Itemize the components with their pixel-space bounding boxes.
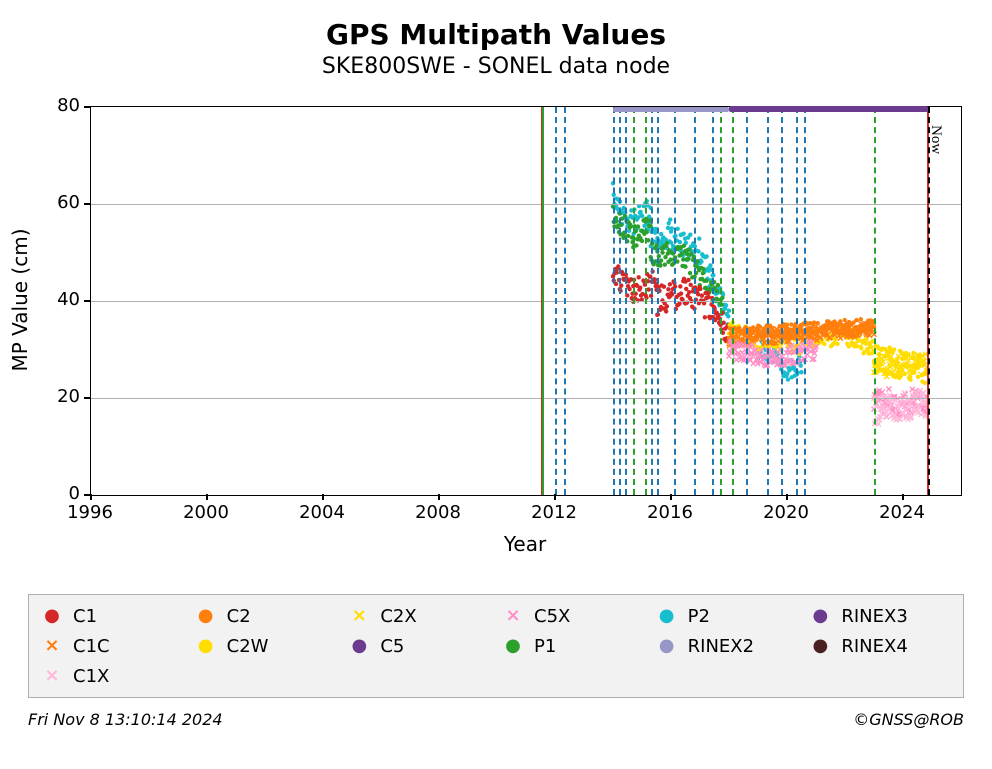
legend-item-c2x: × C2X — [344, 601, 494, 631]
legend-marker-icon: ● — [191, 637, 221, 655]
legend-item-rinex2: ● RINEX2 — [652, 631, 802, 661]
legend-marker-icon: × — [37, 637, 67, 655]
event-vline — [694, 107, 696, 495]
x-tick-label: 2020 — [763, 502, 809, 523]
event-vline — [564, 107, 566, 495]
legend-marker-icon: ● — [805, 607, 835, 625]
event-vline — [674, 107, 676, 495]
x-tick-label: 2016 — [647, 502, 693, 523]
event-vline — [746, 107, 748, 495]
legend-marker-icon: × — [498, 607, 528, 625]
legend-item-c2w: ● C2W — [191, 631, 341, 661]
legend-item-c1: ● C1 — [37, 601, 187, 631]
y-tick-label: 20 — [50, 386, 80, 407]
event-vline — [796, 107, 798, 495]
legend-marker-icon: ● — [805, 637, 835, 655]
legend-label: C2 — [227, 606, 251, 627]
event-vline — [720, 107, 722, 495]
legend-label: C2W — [227, 636, 269, 657]
legend-marker-icon: ● — [652, 607, 682, 625]
legend-label: P1 — [534, 636, 556, 657]
event-vline — [804, 107, 806, 495]
x-tick-label: 2008 — [415, 502, 461, 523]
rinex-availability-band — [729, 106, 928, 112]
legend-item-c2: ● C2 — [191, 601, 341, 631]
legend-label: RINEX3 — [841, 606, 907, 627]
legend-label: RINEX2 — [688, 636, 754, 657]
x-tick-label: 1996 — [67, 502, 113, 523]
legend-marker-icon: ● — [498, 637, 528, 655]
event-vline — [619, 107, 621, 495]
event-vline — [781, 107, 783, 495]
event-vline — [712, 107, 714, 495]
event-vline — [625, 107, 627, 495]
legend-item-c1c: × C1C — [37, 631, 187, 661]
y-axis-label: MP Value (cm) — [8, 220, 32, 380]
event-vline — [657, 107, 659, 495]
event-vline — [542, 107, 544, 495]
event-vline — [928, 107, 930, 495]
legend-label: C1X — [73, 666, 109, 687]
legend: ● C1 ● C2 × C2X × C5X ● P2 ● RINEX3 × C1C ● C2W ● C5 ● P1 ● R… — [28, 594, 964, 698]
legend-label: RINEX4 — [841, 636, 907, 657]
x-axis-label: Year — [90, 532, 960, 556]
legend-label: C2X — [380, 606, 416, 627]
y-tick-label: 80 — [50, 95, 80, 116]
x-tick-label: 2000 — [183, 502, 229, 523]
event-vline — [633, 107, 635, 495]
legend-label: C5 — [380, 636, 404, 657]
y-tick-label: 0 — [50, 483, 80, 504]
y-tick-label: 40 — [50, 289, 80, 310]
now-label: Now — [927, 125, 944, 154]
legend-item-c5x: × C5X — [498, 601, 648, 631]
legend-label: C1 — [73, 606, 97, 627]
x-tick-label: 2024 — [879, 502, 925, 523]
event-vline — [732, 107, 734, 495]
legend-item-p2: ● P2 — [652, 601, 802, 631]
legend-item-rinex3: ● RINEX3 — [805, 601, 955, 631]
event-vline — [651, 107, 653, 495]
legend-marker-icon: × — [344, 607, 374, 625]
legend-item-c1x: × C1X — [37, 661, 187, 691]
legend-marker-icon: ● — [37, 607, 67, 625]
x-tick-label: 2004 — [299, 502, 345, 523]
legend-marker-icon: ● — [191, 607, 221, 625]
legend-item-c5: ● C5 — [344, 631, 494, 661]
footer-copyright: ©GNSS@ROB — [853, 710, 964, 729]
event-vline — [767, 107, 769, 495]
rinex-availability-band — [613, 107, 729, 112]
plot-area: Now — [90, 106, 962, 496]
y-tick-label: 60 — [50, 192, 80, 213]
x-tick-label: 2012 — [531, 502, 577, 523]
legend-label: C1C — [73, 636, 110, 657]
event-vline — [874, 107, 876, 495]
legend-item-rinex4: ● RINEX4 — [805, 631, 955, 661]
legend-label: P2 — [688, 606, 710, 627]
legend-item-p1: ● P1 — [498, 631, 648, 661]
event-vline — [613, 107, 615, 495]
chart-subtitle: SKE800SWE - SONEL data node — [0, 54, 992, 79]
chart-title: GPS Multipath Values — [0, 18, 992, 51]
legend-label: C5X — [534, 606, 570, 627]
footer-timestamp: Fri Nov 8 13:10:14 2024 — [28, 710, 223, 729]
legend-marker-icon: × — [37, 667, 67, 685]
legend-marker-icon: ● — [652, 637, 682, 655]
legend-marker-icon: ● — [344, 637, 374, 655]
event-vline — [645, 107, 647, 495]
event-vline — [555, 107, 557, 495]
